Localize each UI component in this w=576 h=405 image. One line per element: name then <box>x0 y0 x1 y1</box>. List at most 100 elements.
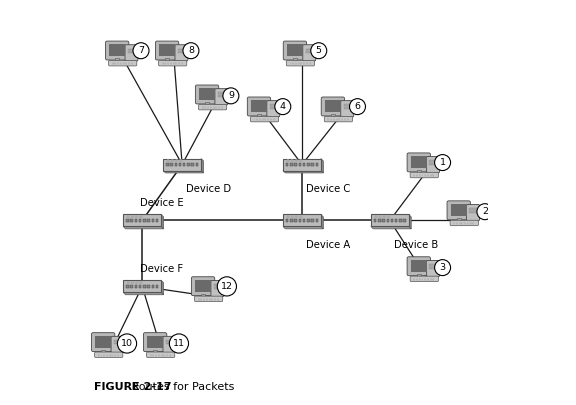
FancyBboxPatch shape <box>395 219 397 222</box>
FancyBboxPatch shape <box>114 343 121 344</box>
FancyBboxPatch shape <box>286 163 289 166</box>
FancyBboxPatch shape <box>111 336 124 352</box>
FancyBboxPatch shape <box>163 336 176 352</box>
Circle shape <box>118 334 137 353</box>
Text: 9: 9 <box>228 92 234 100</box>
FancyBboxPatch shape <box>170 163 173 166</box>
Circle shape <box>169 334 188 353</box>
FancyBboxPatch shape <box>411 260 427 272</box>
FancyBboxPatch shape <box>247 97 271 116</box>
FancyBboxPatch shape <box>166 343 173 344</box>
Circle shape <box>384 216 385 218</box>
FancyBboxPatch shape <box>430 163 437 165</box>
Polygon shape <box>409 215 411 229</box>
FancyBboxPatch shape <box>294 163 297 166</box>
Circle shape <box>287 216 289 218</box>
FancyBboxPatch shape <box>306 49 313 50</box>
FancyBboxPatch shape <box>290 163 293 166</box>
FancyBboxPatch shape <box>146 352 175 358</box>
FancyBboxPatch shape <box>191 277 215 296</box>
FancyBboxPatch shape <box>399 219 401 222</box>
Circle shape <box>176 160 177 162</box>
Circle shape <box>140 282 142 284</box>
Polygon shape <box>161 215 164 229</box>
Circle shape <box>167 160 169 162</box>
FancyBboxPatch shape <box>205 102 209 104</box>
FancyBboxPatch shape <box>218 92 225 94</box>
Circle shape <box>291 216 293 218</box>
FancyBboxPatch shape <box>105 41 129 60</box>
FancyBboxPatch shape <box>450 204 467 216</box>
FancyBboxPatch shape <box>469 211 477 213</box>
Circle shape <box>311 43 327 59</box>
FancyBboxPatch shape <box>467 205 479 221</box>
FancyBboxPatch shape <box>191 163 194 166</box>
FancyBboxPatch shape <box>215 89 228 105</box>
FancyBboxPatch shape <box>374 219 376 222</box>
FancyBboxPatch shape <box>92 333 115 352</box>
FancyBboxPatch shape <box>139 285 141 288</box>
Circle shape <box>477 204 493 220</box>
Circle shape <box>180 160 182 162</box>
FancyBboxPatch shape <box>321 97 344 116</box>
Circle shape <box>131 282 134 284</box>
FancyBboxPatch shape <box>130 285 133 288</box>
FancyBboxPatch shape <box>128 49 135 50</box>
FancyBboxPatch shape <box>183 163 185 166</box>
Circle shape <box>295 160 297 162</box>
Circle shape <box>140 216 142 218</box>
FancyBboxPatch shape <box>175 45 188 61</box>
FancyBboxPatch shape <box>299 219 301 222</box>
FancyBboxPatch shape <box>135 285 137 288</box>
Circle shape <box>136 216 138 218</box>
Circle shape <box>350 99 366 115</box>
FancyBboxPatch shape <box>303 45 316 61</box>
FancyBboxPatch shape <box>307 163 309 166</box>
FancyBboxPatch shape <box>386 219 389 222</box>
FancyBboxPatch shape <box>147 285 150 288</box>
Circle shape <box>388 216 389 218</box>
FancyBboxPatch shape <box>143 285 146 288</box>
Text: 3: 3 <box>439 263 446 272</box>
FancyBboxPatch shape <box>450 220 478 226</box>
FancyBboxPatch shape <box>331 114 335 116</box>
FancyBboxPatch shape <box>163 159 201 171</box>
Polygon shape <box>161 280 164 295</box>
FancyBboxPatch shape <box>469 208 477 210</box>
Polygon shape <box>283 171 323 173</box>
FancyBboxPatch shape <box>147 336 163 348</box>
FancyBboxPatch shape <box>143 333 167 352</box>
Circle shape <box>172 160 173 162</box>
Circle shape <box>133 43 149 59</box>
FancyBboxPatch shape <box>151 219 154 222</box>
Text: 8: 8 <box>188 46 194 55</box>
FancyBboxPatch shape <box>187 163 190 166</box>
FancyBboxPatch shape <box>108 60 137 66</box>
FancyBboxPatch shape <box>123 280 161 292</box>
FancyBboxPatch shape <box>153 350 157 352</box>
Circle shape <box>295 216 297 218</box>
Polygon shape <box>201 159 203 173</box>
Polygon shape <box>321 215 323 229</box>
Text: Device D: Device D <box>186 184 232 194</box>
Text: 4: 4 <box>280 102 286 111</box>
FancyBboxPatch shape <box>165 58 169 60</box>
FancyBboxPatch shape <box>196 163 198 166</box>
FancyBboxPatch shape <box>95 336 111 348</box>
Polygon shape <box>163 171 203 173</box>
Text: 12: 12 <box>221 282 233 291</box>
FancyBboxPatch shape <box>195 296 223 302</box>
Polygon shape <box>371 226 411 229</box>
FancyBboxPatch shape <box>251 100 267 112</box>
Text: Routes for Packets: Routes for Packets <box>121 382 234 392</box>
FancyBboxPatch shape <box>128 51 135 53</box>
FancyBboxPatch shape <box>403 219 406 222</box>
FancyBboxPatch shape <box>123 215 161 226</box>
FancyBboxPatch shape <box>416 274 421 276</box>
FancyBboxPatch shape <box>407 153 430 172</box>
FancyBboxPatch shape <box>198 104 227 110</box>
Circle shape <box>127 216 129 218</box>
FancyBboxPatch shape <box>287 44 303 56</box>
FancyBboxPatch shape <box>199 88 215 100</box>
Circle shape <box>300 160 302 162</box>
